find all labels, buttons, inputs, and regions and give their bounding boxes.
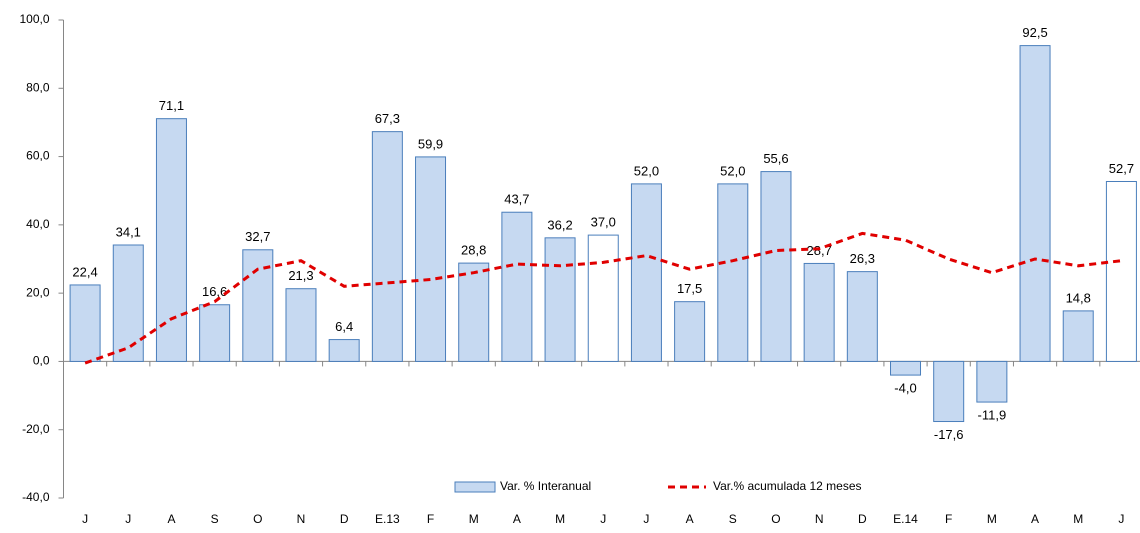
data-label: 36,2	[547, 217, 572, 232]
bar	[285, 288, 317, 362]
line	[84, 231, 1122, 365]
bar	[933, 360, 965, 423]
x-tick-label: D	[340, 512, 349, 526]
bar	[674, 301, 706, 362]
x-tick-label: J	[643, 512, 649, 526]
data-label: 16,6	[202, 284, 227, 299]
bar	[501, 211, 533, 362]
x-tick-label: S	[729, 512, 737, 526]
x-tick-label: A	[513, 512, 521, 526]
x-tick-label: D	[858, 512, 867, 526]
x-tick-label: F	[945, 512, 952, 526]
x-tick-label: J	[1118, 512, 1124, 526]
data-label: 92,5	[1022, 25, 1047, 40]
y-tick-label: 0,0	[33, 354, 50, 368]
y-tick-label: -20,0	[22, 422, 50, 436]
x-tick-label: O	[771, 512, 780, 526]
x-tick-label: J	[82, 512, 88, 526]
data-label: 26,3	[850, 251, 875, 266]
bar	[1062, 310, 1094, 362]
bar	[630, 183, 662, 362]
bar	[760, 171, 792, 362]
data-label: -17,6	[934, 427, 964, 442]
x-tick-label: M	[555, 512, 565, 526]
bar	[717, 183, 749, 362]
data-label: 21,3	[288, 268, 313, 283]
x-tick-label: A	[167, 512, 175, 526]
data-label: -4,0	[894, 381, 916, 396]
data-label: 59,9	[418, 136, 443, 151]
y-tick-label: 40,0	[26, 217, 50, 231]
bar	[890, 360, 922, 376]
x-tick-label: A	[686, 512, 694, 526]
data-label: 67,3	[375, 111, 400, 126]
bar	[69, 284, 101, 362]
data-label: 14,8	[1066, 290, 1091, 305]
legend-label: Var. % Interanual	[500, 479, 591, 493]
x-tick-label: A	[1031, 512, 1039, 526]
bar	[458, 262, 490, 362]
data-label: 28,8	[461, 243, 486, 258]
y-tick-label: 100,0	[19, 12, 49, 26]
bar	[199, 304, 231, 362]
data-label: 37,0	[591, 215, 616, 230]
bar	[846, 271, 878, 362]
data-label: 17,5	[677, 281, 702, 296]
x-tick-label: N	[815, 512, 824, 526]
data-label: 43,7	[504, 192, 529, 207]
x-tick-label: M	[1073, 512, 1083, 526]
x-tick-label: O	[253, 512, 262, 526]
legend-label: Var.% acumulada 12 meses	[713, 479, 862, 493]
data-label: 6,4	[335, 319, 353, 334]
bar	[328, 339, 360, 362]
y-tick-label: -40,0	[22, 490, 50, 504]
bar	[587, 234, 619, 362]
bar	[803, 262, 835, 362]
bar	[155, 118, 187, 362]
y-tick-label: 20,0	[26, 285, 50, 299]
x-tick-label: J	[600, 512, 606, 526]
bar	[1019, 45, 1051, 362]
data-label: 71,1	[159, 98, 184, 113]
bar	[371, 131, 403, 362]
data-label: 52,7	[1109, 161, 1134, 176]
legend-swatch	[454, 481, 496, 493]
bar	[544, 237, 576, 362]
bar	[976, 360, 1008, 403]
y-tick-label: 60,0	[26, 149, 50, 163]
bar	[415, 156, 447, 362]
data-label: 55,6	[763, 151, 788, 166]
x-tick-label: M	[987, 512, 997, 526]
data-label: -11,9	[978, 407, 1007, 422]
data-label: 52,0	[634, 163, 659, 178]
x-tick-label: M	[469, 512, 479, 526]
bar	[112, 244, 144, 362]
x-tick-label: S	[211, 512, 219, 526]
x-tick-label: J	[125, 512, 131, 526]
y-tick-label: 80,0	[26, 80, 50, 94]
data-label: 52,0	[720, 163, 745, 178]
bar	[1105, 180, 1137, 362]
data-label: 34,1	[116, 224, 141, 239]
data-label: 22,4	[72, 264, 97, 279]
x-tick-label: N	[297, 512, 306, 526]
x-tick-label: E.14	[893, 512, 918, 526]
x-tick-label: E.13	[375, 512, 400, 526]
x-tick-label: F	[427, 512, 434, 526]
data-label: 32,7	[245, 229, 270, 244]
